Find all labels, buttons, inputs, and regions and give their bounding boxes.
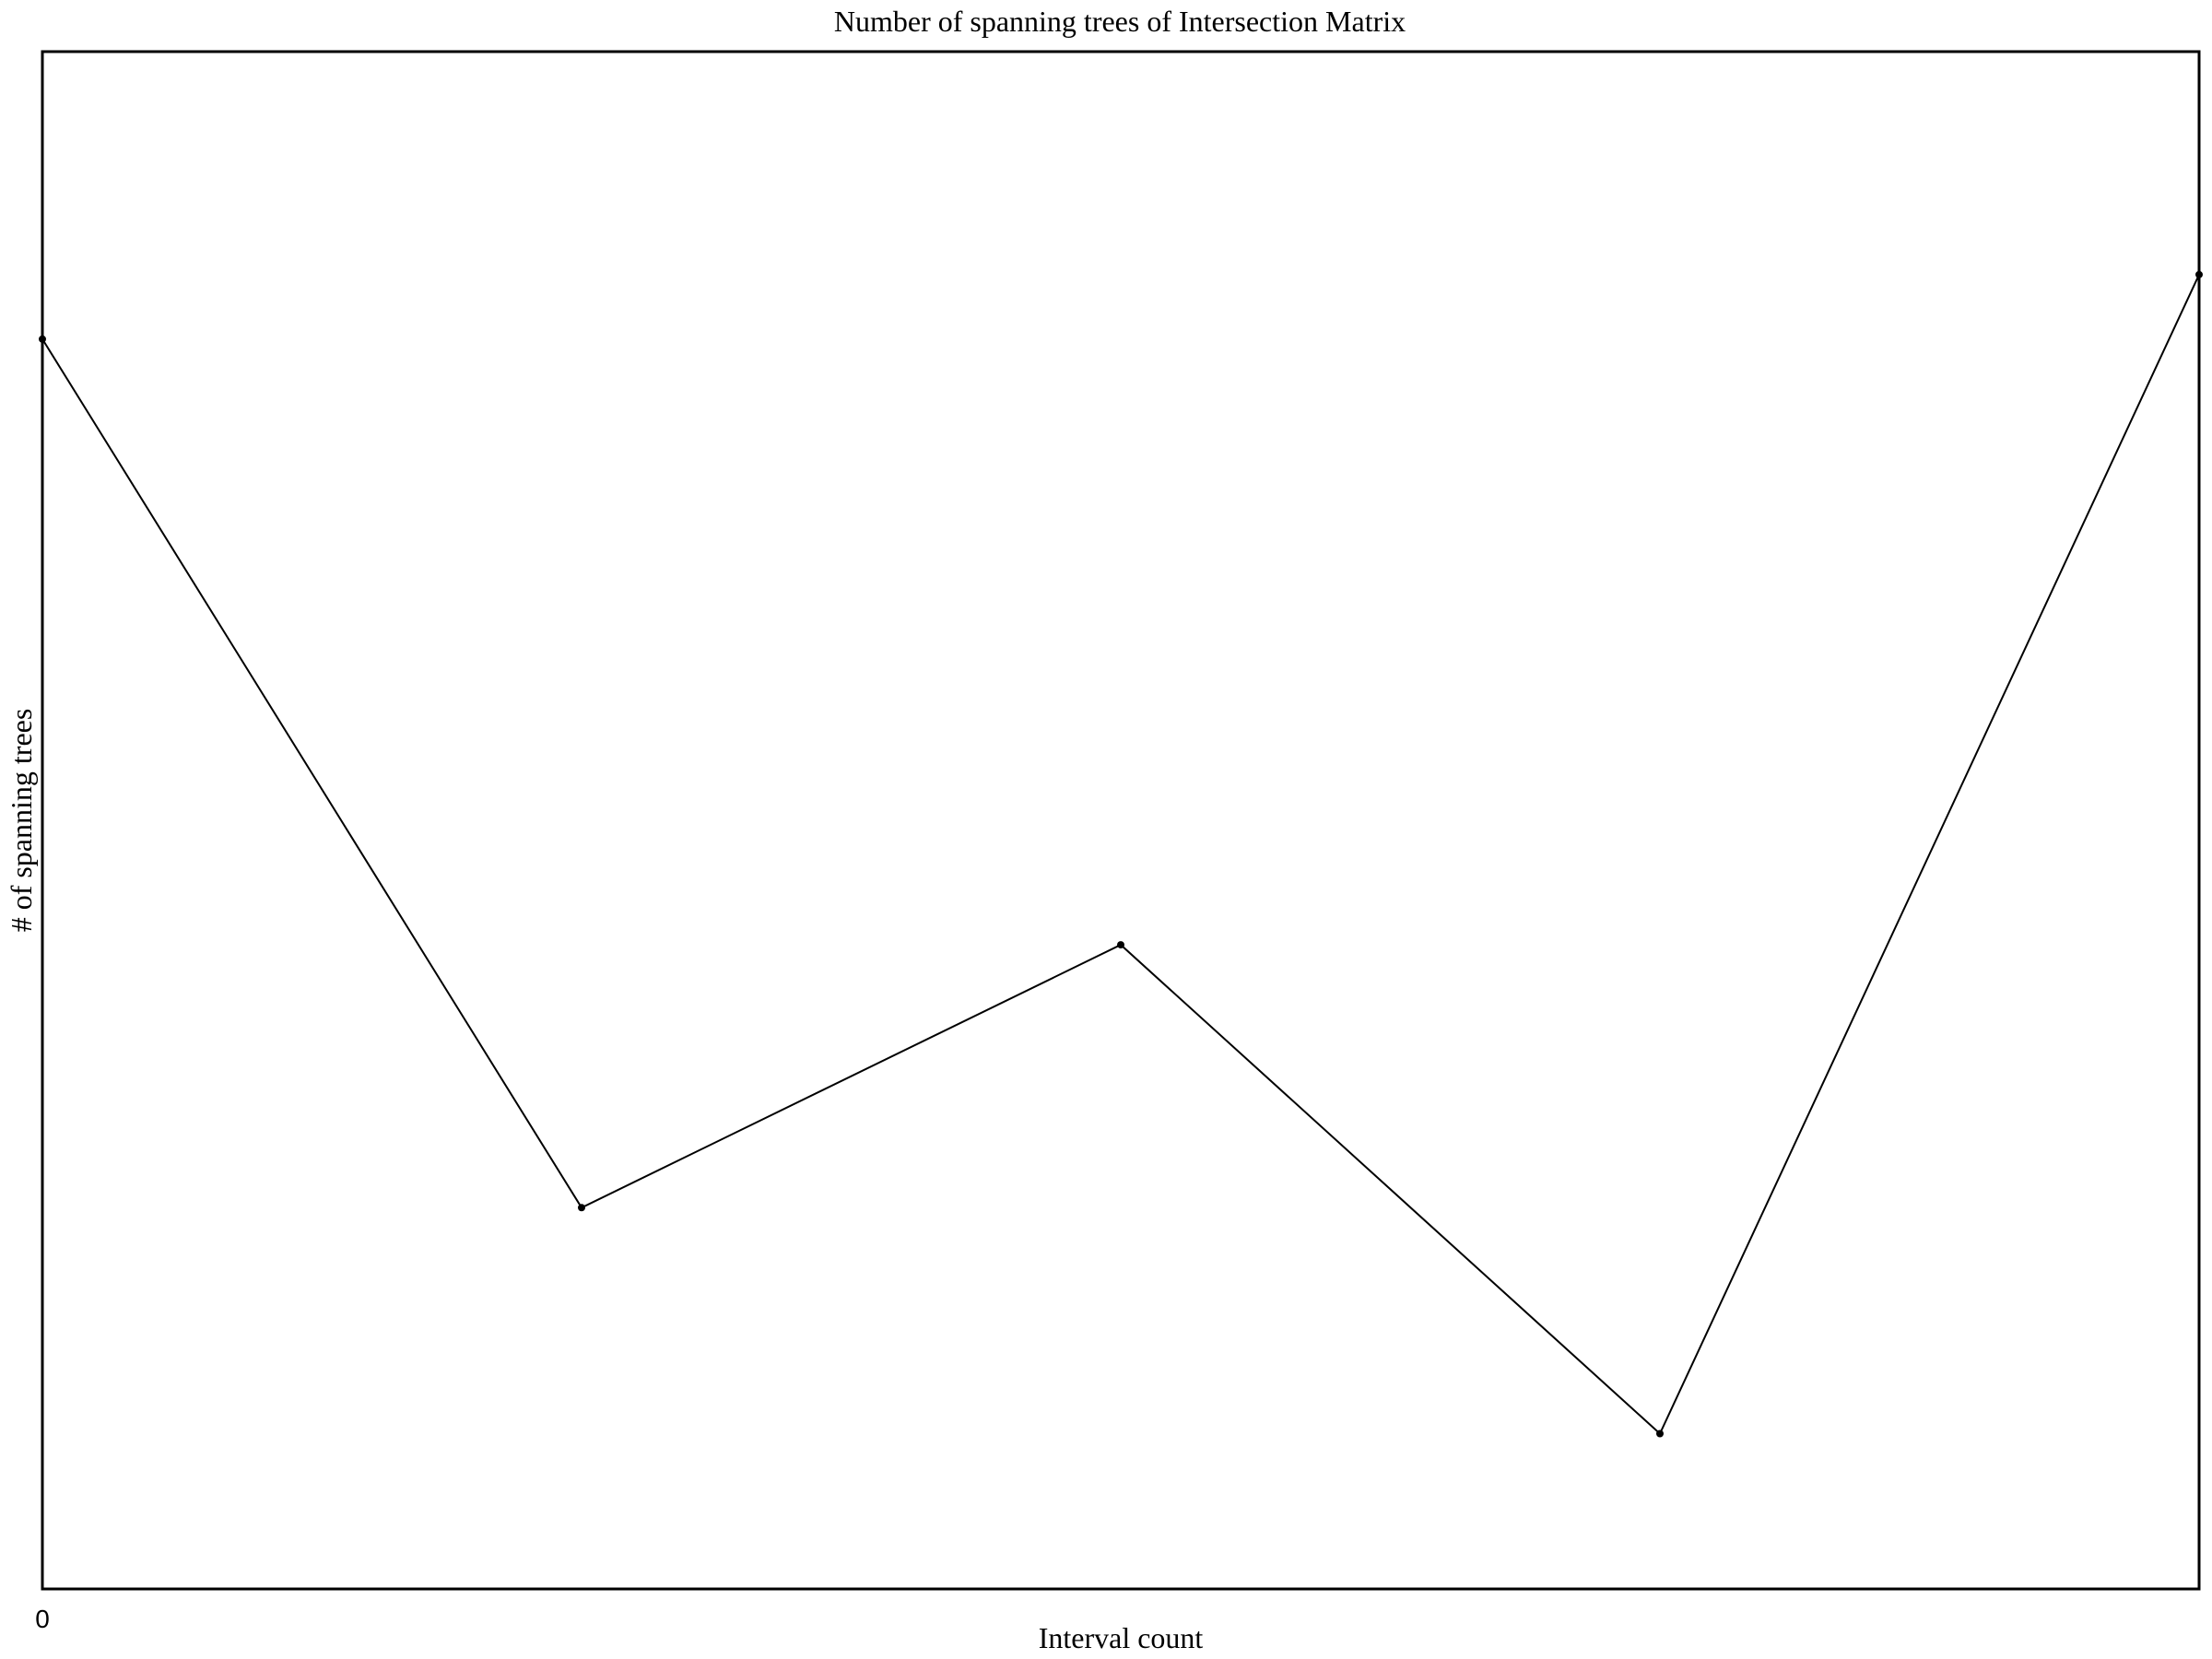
data-point (1656, 1430, 1664, 1438)
data-point (1117, 941, 1124, 949)
data-point (578, 1204, 585, 1212)
y-axis-label: # of spanning trees (5, 709, 38, 933)
x-axis-ticks: 0 (35, 1605, 50, 1633)
x-axis-label: Interval count (1039, 1621, 1204, 1654)
plot-frame (41, 50, 2201, 1591)
x-tick-label: 0 (35, 1605, 50, 1633)
chart-title: Number of spanning trees of Intersection… (834, 5, 1406, 38)
